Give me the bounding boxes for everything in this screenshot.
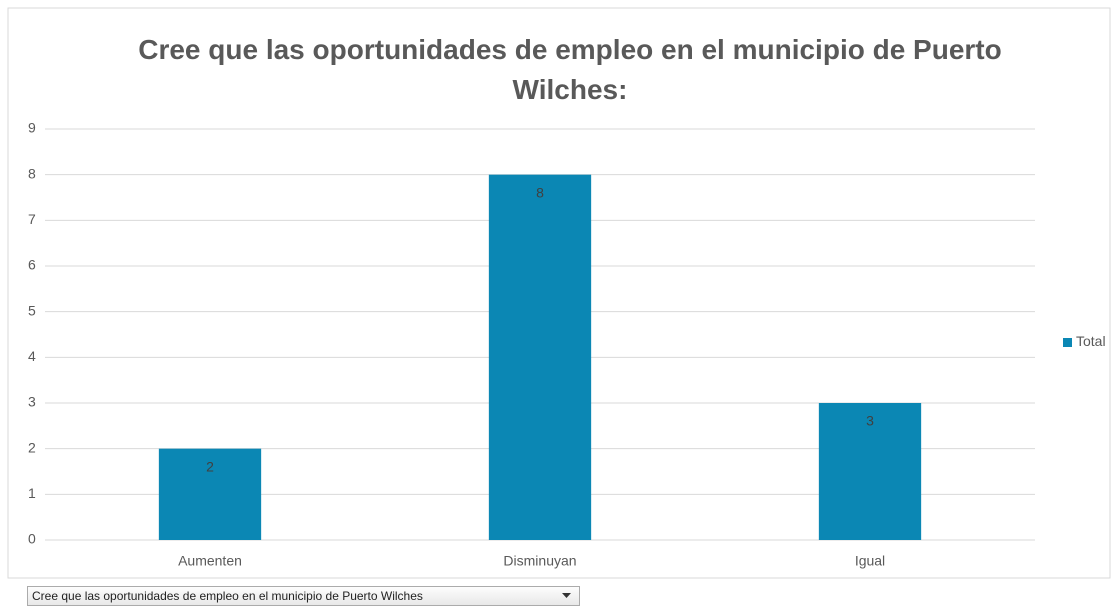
y-tick-label: 0 [28,531,36,547]
y-tick-label: 1 [28,485,36,501]
x-tick-label: Igual [855,553,885,569]
x-tick-label: Aumenten [178,553,242,569]
data-label: 2 [206,458,214,474]
y-tick-label: 7 [28,211,36,227]
y-tick-label: 3 [28,394,36,410]
dropdown-arrow [562,593,571,598]
field-dropdown-label: Cree que las oportunidades de empleo en … [32,589,423,603]
legend-swatch [1063,338,1072,347]
x-tick-label: Disminuyan [503,553,576,569]
bar [158,448,262,540]
data-label: 3 [866,413,874,429]
bar [818,403,922,540]
bar [488,174,592,540]
data-label: 8 [536,184,544,200]
y-tick-label: 5 [28,302,36,318]
chart-title: Cree que las oportunidades de empleo en … [138,34,1002,105]
legend-label: Total [1076,333,1106,349]
y-tick-label: 9 [28,120,36,136]
y-tick-label: 4 [28,348,36,364]
y-tick-label: 6 [28,257,36,273]
y-tick-label: 2 [28,439,36,455]
field-dropdown[interactable]: Cree que las oportunidades de empleo en … [27,586,580,606]
y-tick-label: 8 [28,165,36,181]
